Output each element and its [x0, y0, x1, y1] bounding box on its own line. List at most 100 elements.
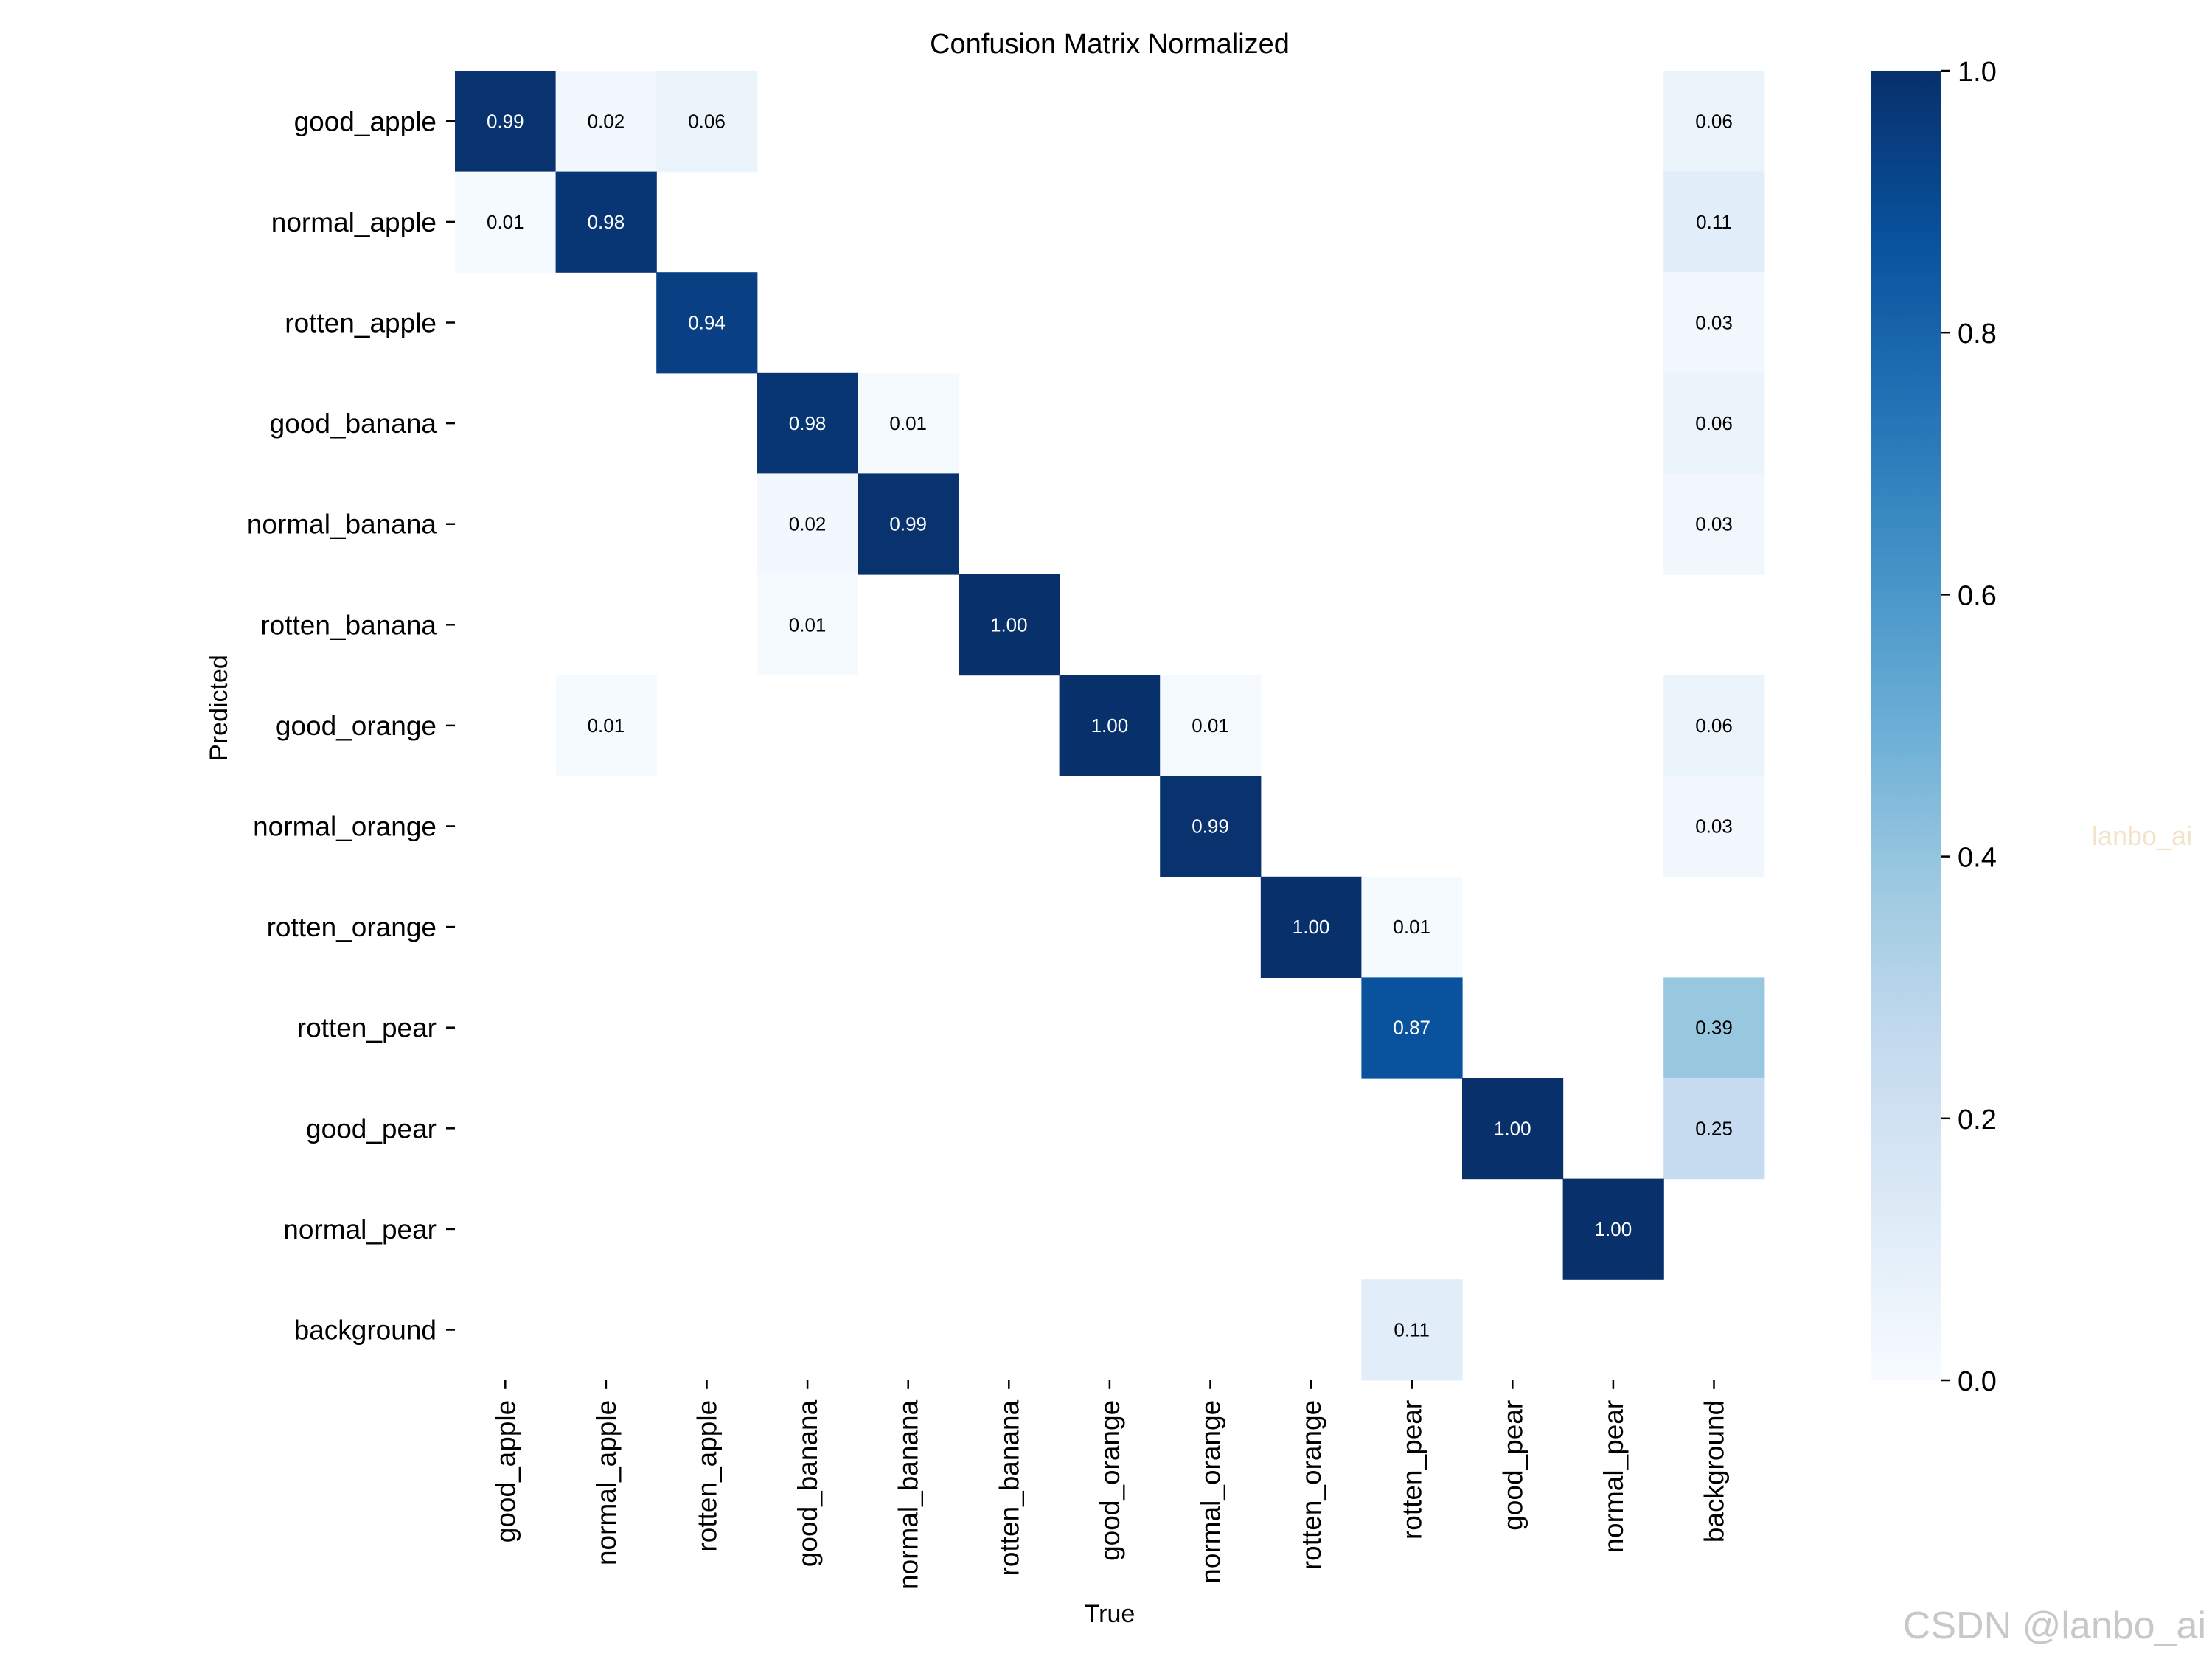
cell-value-label: 0.03: [1695, 513, 1733, 535]
cell-value-label: 0.01: [789, 613, 827, 636]
cell-normal-apple-background: [1663, 171, 1765, 273]
x-tick-label-rotten-pear: rotten_pear: [1397, 1400, 1427, 1540]
x-tick-labels: good_apple normal_apple rotten_apple good_b…: [490, 1380, 1730, 1590]
colorbar-tick-label: 0.8: [1958, 319, 1997, 349]
y-tick-label-normal-apple: normal_apple: [271, 207, 437, 237]
cell-good-orange-normal-apple: [555, 675, 657, 776]
cell-good-banana-normal-banana: [858, 372, 959, 474]
cell-value-label: 0.98: [789, 412, 827, 434]
colorbar-ticks: 0.0 0.2 0.4 0.6 0.8 1.0: [1941, 57, 1997, 1397]
cell-value-label: 1.00: [1293, 916, 1330, 938]
cell-value-label: 0.03: [1695, 815, 1733, 838]
cell-rotten-pear-background: [1663, 977, 1765, 1079]
y-tick-label-background: background: [294, 1315, 437, 1346]
cell-value-label: 0.01: [1393, 916, 1430, 938]
x-tick-label-rotten-orange: rotten_orange: [1296, 1400, 1326, 1570]
cell-normal-pear-normal-pear: [1562, 1178, 1664, 1280]
cell-good-apple-background: [1663, 71, 1765, 173]
y-tick-label-good-orange: good_orange: [276, 711, 437, 741]
cell-value-label: 0.03: [1695, 312, 1733, 334]
cell-rotten-orange-rotten-pear: [1361, 876, 1463, 978]
colorbar-tick-label: 0.0: [1958, 1366, 1997, 1397]
cell-value-label: 0.06: [688, 110, 726, 132]
cell-value-label: 0.02: [789, 513, 827, 535]
x-tick-label-good-apple: good_apple: [490, 1400, 521, 1543]
cell-value-label: 0.25: [1695, 1117, 1733, 1139]
x-tick-label-normal-banana: normal_banana: [894, 1399, 924, 1590]
y-tick-label-normal-orange: normal_orange: [253, 812, 437, 842]
cell-value-label: 1.00: [990, 613, 1028, 636]
x-tick-label-rotten-banana: rotten_banana: [994, 1399, 1024, 1576]
colorbar-tick-label: 0.2: [1958, 1105, 1997, 1135]
cell-normal-apple-good-apple: [455, 171, 557, 273]
colorbar-tick-label: 0.4: [1958, 843, 1997, 874]
y-tick-label-rotten-apple: rotten_apple: [285, 308, 437, 338]
cell-value-label: 0.99: [487, 110, 524, 132]
cell-value-label: 0.06: [1695, 110, 1733, 132]
cell-normal-banana-good-banana: [757, 473, 858, 575]
y-tick-label-good-banana: good_banana: [270, 408, 437, 439]
cell-rotten-pear-rotten-pear: [1361, 977, 1463, 1079]
cell-good-apple-good-apple: [455, 71, 557, 173]
cell-value-label: 0.11: [1696, 211, 1732, 233]
cell-good-orange-good-orange: [1059, 675, 1161, 776]
cell-good-orange-background: [1663, 675, 1765, 776]
heatmap-cells: 0.99 0.02 0.06 0.06 0.01 0.98 0.11 0.94 0.03 0.98…: [455, 71, 1765, 1381]
cell-value-label: 0.06: [1695, 412, 1733, 434]
cell-value-label: 0.87: [1393, 1017, 1430, 1039]
cell-good-banana-good-banana: [757, 372, 858, 474]
cell-rotten-banana-rotten-banana: [959, 574, 1060, 676]
cell-normal-orange-normal-orange: [1160, 776, 1262, 877]
y-tick-label-rotten-pear: rotten_pear: [297, 1013, 437, 1043]
x-tick-label-normal-apple: normal_apple: [591, 1400, 622, 1565]
cell-good-orange-normal-orange: [1160, 675, 1262, 776]
cell-rotten-orange-rotten-orange: [1260, 876, 1362, 978]
cell-value-label: 0.06: [1695, 714, 1733, 737]
cell-value-label: 0.98: [588, 211, 625, 233]
cell-normal-apple-normal-apple: [555, 171, 657, 273]
cell-good-banana-background: [1663, 372, 1765, 474]
colorbar-gradient: [1871, 71, 1941, 1380]
x-tick-label-normal-orange: normal_orange: [1196, 1400, 1226, 1584]
cell-value-label: 0.94: [688, 312, 726, 334]
colorbar-tick-label: 0.6: [1958, 580, 1997, 611]
cell-good-apple-normal-apple: [555, 71, 657, 173]
cell-value-label: 1.00: [1595, 1218, 1632, 1240]
cell-normal-banana-normal-banana: [858, 473, 959, 575]
cell-background-rotten-pear: [1361, 1279, 1463, 1381]
cell-value-label: 0.99: [889, 513, 927, 535]
colorbar-tick-label: 1.0: [1958, 57, 1997, 88]
y-tick-label-rotten-orange: rotten_orange: [267, 912, 437, 942]
cell-rotten-apple-background: [1663, 272, 1765, 374]
cell-value-label: 1.00: [1494, 1117, 1531, 1139]
cell-value-label: 0.01: [889, 412, 927, 434]
cell-value-label: 0.99: [1192, 815, 1229, 838]
y-tick-label-normal-banana: normal_banana: [247, 509, 437, 540]
x-tick-label-normal-pear: normal_pear: [1599, 1400, 1629, 1554]
cell-value-label: 0.01: [487, 211, 524, 233]
x-axis-label: True: [1085, 1600, 1135, 1628]
cell-value-label: 0.39: [1695, 1017, 1733, 1039]
cell-normal-orange-background: [1663, 776, 1765, 877]
cell-value-label: 0.02: [588, 110, 625, 132]
watermark-corner: CSDN @lanbo_ai: [1903, 1604, 2206, 1647]
y-tick-label-rotten-banana: rotten_banana: [260, 610, 437, 640]
colorbar: [1871, 71, 1941, 1380]
cell-rotten-apple-rotten-apple: [656, 272, 758, 374]
y-tick-label-normal-pear: normal_pear: [283, 1214, 437, 1245]
x-tick-label-background: background: [1700, 1400, 1730, 1543]
cell-normal-banana-background: [1663, 473, 1765, 575]
cell-value-label: 0.11: [1394, 1319, 1430, 1341]
cell-rotten-banana-good-banana: [757, 574, 858, 676]
y-axis-label: Predicted: [205, 655, 233, 761]
x-tick-label-good-banana: good_banana: [793, 1399, 823, 1567]
cell-good-pear-good-pear: [1462, 1078, 1564, 1180]
cell-good-apple-rotten-apple: [656, 71, 758, 173]
cell-value-label: 1.00: [1091, 714, 1129, 737]
x-tick-label-rotten-apple: rotten_apple: [692, 1400, 723, 1552]
cell-value-label: 0.01: [1192, 714, 1229, 737]
watermark-center: lanbo_ai: [2092, 821, 2192, 851]
x-tick-label-good-orange: good_orange: [1095, 1400, 1125, 1561]
chart-title: Confusion Matrix Normalized: [930, 29, 1290, 60]
